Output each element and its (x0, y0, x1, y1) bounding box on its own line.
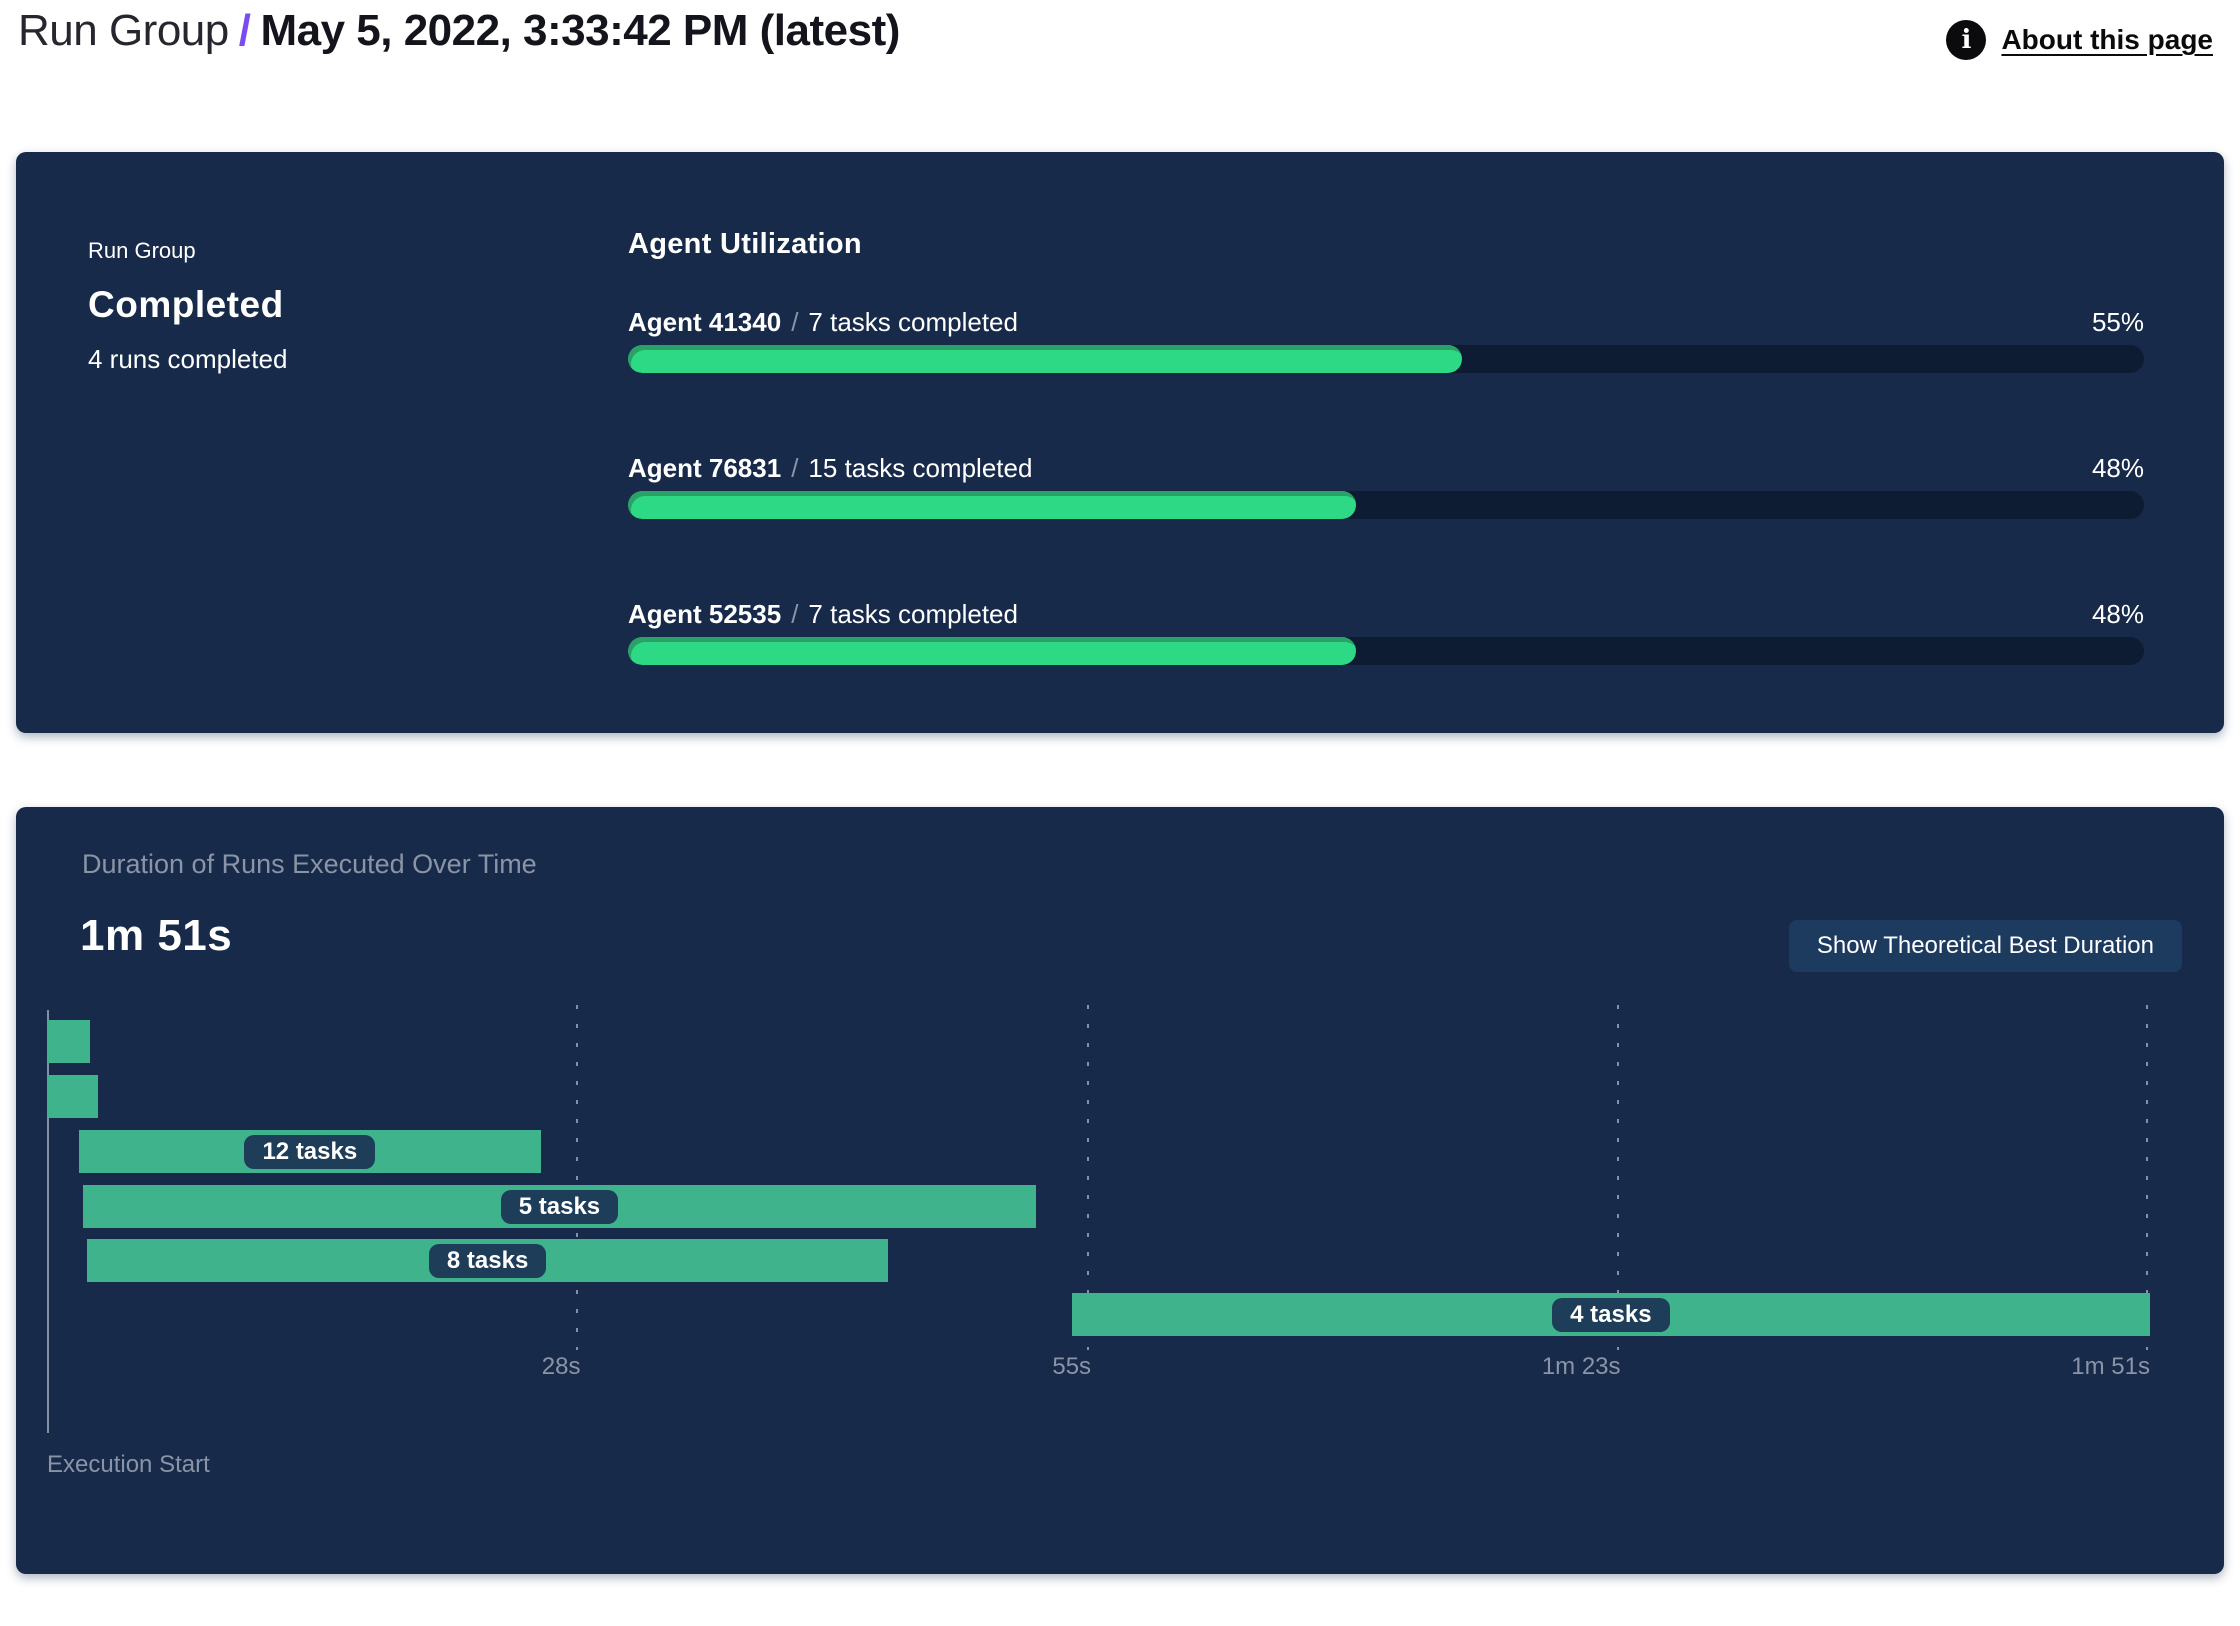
time-gridline (1087, 1005, 1090, 1350)
time-gridline (2146, 1005, 2148, 1350)
run-duration-bar[interactable]: 12 tasks (79, 1130, 541, 1173)
agent-tasks-completed: 15 tasks completed (808, 453, 1033, 483)
agent-name-slash: / (791, 453, 799, 483)
run-group-summary-panel: Run Group Completed 4 runs completed Age… (16, 152, 2224, 733)
agent-utilization-track (628, 637, 2144, 665)
duration-of-runs-panel: Duration of Runs Executed Over Time 1m 5… (16, 807, 2224, 1574)
page-title: Run Group / May 5, 2022, 3:33:42 PM (lates… (18, 6, 900, 56)
time-tick-label: 55s (1052, 1353, 1092, 1380)
agent-utilization-track (628, 491, 2144, 519)
agent-name: Agent 76831 (628, 453, 782, 483)
page-title-prefix: Run Group (18, 6, 229, 55)
time-tick-label: 28s (541, 1353, 581, 1380)
about-this-page-label: About this page (2001, 24, 2213, 55)
agent-utilization-heading: Agent Utilization (628, 228, 862, 260)
agent-utilization-section: Agent Utilization Agent 41340 / 7 tasks co… (628, 228, 2144, 665)
run-group-status: Completed (88, 284, 284, 325)
agent-utilization-row: Agent 52535 / 7 tasks completed 48% (628, 597, 2144, 665)
run-duration-bar[interactable]: 4 tasks (1071, 1293, 2150, 1336)
time-gridline (576, 1005, 579, 1350)
run-group-label: Run Group (88, 238, 196, 263)
agent-row-label-line: Agent 52535 / 7 tasks completed 48% (628, 597, 2144, 631)
time-gridline (1616, 1005, 1619, 1350)
agent-utilization-row: Agent 76831 / 15 tasks completed 48% (628, 451, 2144, 519)
agent-name: Agent 52535 (628, 599, 782, 629)
agent-tasks-completed: 7 tasks completed (808, 307, 1018, 337)
agent-utilization-fill (628, 637, 1356, 665)
agent-name-slash: / (791, 307, 799, 337)
agent-utilization-percent: 48% (2091, 453, 2144, 483)
agent-utilization-percent: 55% (2091, 307, 2144, 337)
agent-utilization-track (628, 345, 2144, 373)
runs-completed-count: 4 runs completed (88, 344, 288, 374)
agent-utilization-fill (628, 345, 1462, 373)
run-duration-gantt-chart: Execution Start 28s 55s 1m 23s 1m 51s 12 tas… (16, 807, 2224, 1574)
run-duration-bar[interactable] (47, 1075, 99, 1118)
run-duration-bar[interactable] (47, 1020, 91, 1063)
agent-utilization-percent: 48% (2091, 599, 2144, 629)
agent-name: Agent 41340 (628, 307, 782, 337)
breadcrumb-slash: / (238, 6, 251, 55)
duration-chart-title: Duration of Runs Executed Over Time (82, 849, 537, 879)
time-tick-label: 1m 51s (2071, 1353, 2150, 1380)
agent-row-label-line: Agent 76831 / 15 tasks completed 48% (628, 451, 2144, 485)
run-tasks-count-pill: 4 tasks (1552, 1297, 1670, 1332)
run-tasks-count-pill: 8 tasks (428, 1243, 547, 1278)
execution-start-axis-line (47, 1010, 49, 1433)
run-tasks-count-pill: 12 tasks (244, 1134, 376, 1169)
run-group-status-block: Run Group Completed 4 runs completed (88, 238, 287, 375)
page-title-run-timestamp: May 5, 2022, 3:33:42 PM (latest) (260, 6, 900, 55)
agent-row-label-line: Agent 41340 / 7 tasks completed 55% (628, 305, 2144, 339)
agent-tasks-completed: 7 tasks completed (808, 599, 1018, 629)
agent-utilization-rows: Agent 41340 / 7 tasks completed 55% Agent 76… (628, 305, 2144, 665)
time-tick-label: 1m 23s (1541, 1353, 1621, 1380)
show-theoretical-best-duration-button[interactable]: Show Theoretical Best Duration (1788, 920, 2182, 972)
total-duration-value: 1m 51s (80, 911, 233, 960)
execution-start-label: Execution Start (47, 1451, 210, 1478)
about-this-page-link[interactable]: i About this page (1946, 20, 2213, 60)
run-duration-bar[interactable]: 5 tasks (82, 1185, 1036, 1228)
info-icon: i (1946, 20, 1987, 60)
run-duration-bar[interactable]: 8 tasks (86, 1239, 889, 1282)
agent-name-slash: / (791, 599, 799, 629)
agent-utilization-fill (628, 491, 1356, 519)
agent-utilization-row: Agent 41340 / 7 tasks completed 55% (628, 305, 2144, 373)
run-tasks-count-pill: 5 tasks (500, 1189, 619, 1224)
